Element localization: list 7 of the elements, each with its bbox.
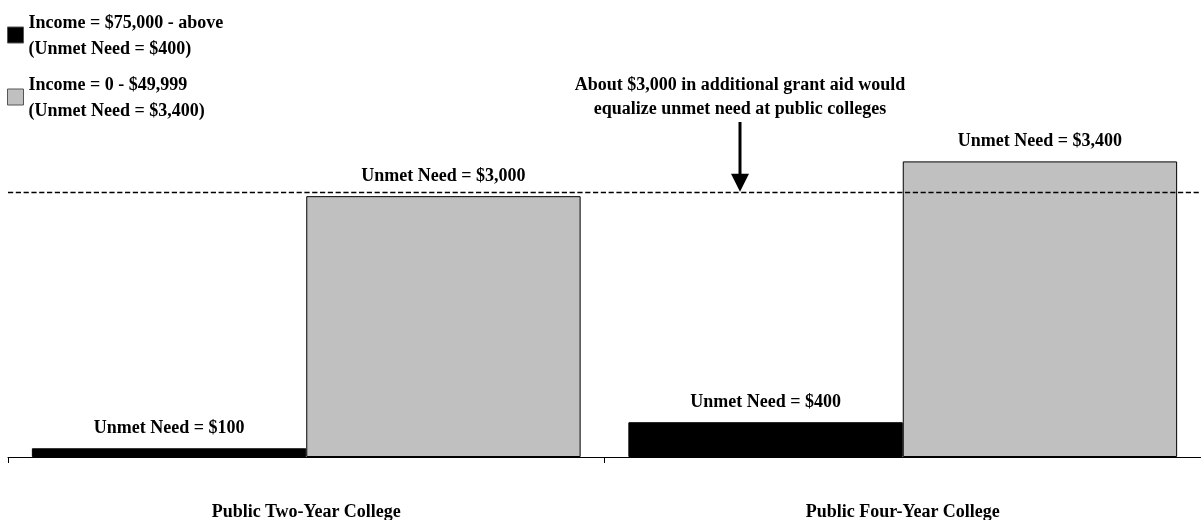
legend-label: Income = $75,000 - above (Unmet Need = $400)	[28, 12, 224, 59]
text: About $3,000 in additional grant aid would equalize unmet need at public colleges	[574, 74, 906, 118]
data-label: Unmet Need = $100	[93, 417, 245, 438]
data-label: Unmet Need = $3,000	[361, 165, 526, 186]
legend-label: Income = 0 - $49,999 (Unmet Need = $3,400)	[28, 74, 205, 121]
data-label: Unmet Need = $3,400	[957, 130, 1123, 151]
data-label: Unmet Need = $400	[690, 391, 841, 412]
